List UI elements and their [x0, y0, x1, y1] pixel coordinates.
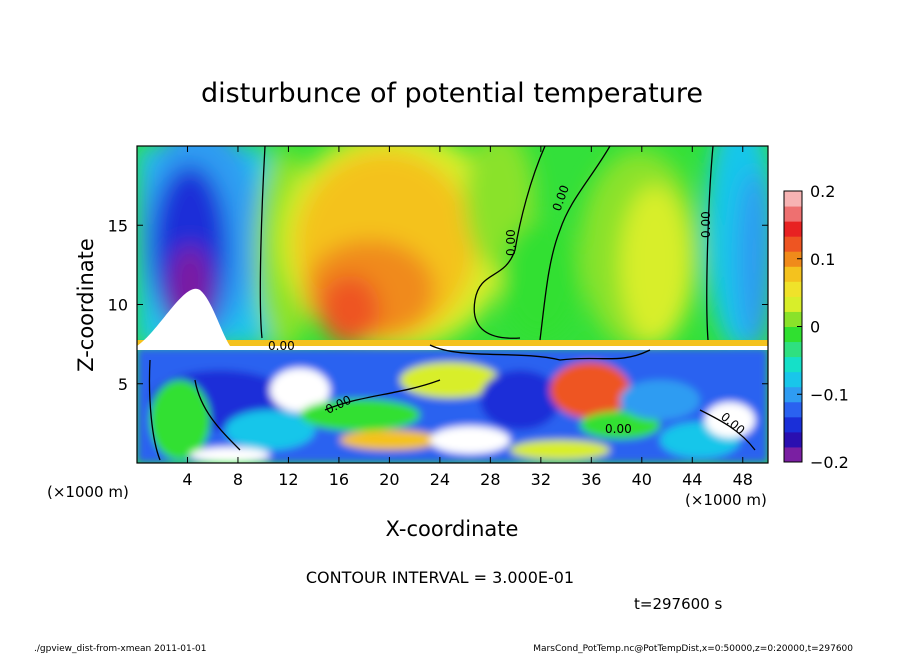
- x-tick-label: 16: [329, 470, 349, 489]
- colorbar-band: [784, 236, 802, 252]
- x-tick-label: 36: [581, 470, 601, 489]
- x-axis: 4 8 12 16 20 24 28 32 36 40 44 48: [182, 146, 753, 489]
- colorbar-tick-label: −0.2: [810, 453, 849, 472]
- colorbar-band: [784, 341, 802, 358]
- x-tick-label: 12: [278, 470, 298, 489]
- colorbar-band: [784, 356, 802, 373]
- x-tick-label: 44: [682, 470, 702, 489]
- footer-right: MarsCond_PotTemp.nc@PotTempDist,x=0:5000…: [533, 644, 853, 654]
- colorbar-band: [784, 191, 802, 207]
- colorbar-tick-label: −0.1: [810, 385, 849, 404]
- time-label: t=297600 s: [634, 595, 722, 613]
- colorbar: [784, 191, 802, 463]
- colorbar-tick-label: 0: [810, 318, 820, 337]
- colorbar-tick-label: 0.2: [810, 182, 835, 201]
- x-tick-label: 4: [182, 470, 192, 489]
- x-tick-label: 48: [733, 470, 753, 489]
- colorbar-band: [784, 296, 802, 312]
- x-tick-label: 28: [480, 470, 500, 489]
- colorbar-band: [784, 221, 802, 237]
- heatmap: [137, 146, 768, 463]
- colorbar-band: [784, 311, 802, 327]
- y-axis-label: Z-coordinate: [74, 238, 98, 372]
- x-tick-label: 20: [379, 470, 399, 489]
- contour-label: 0.00: [268, 339, 295, 353]
- x-tick-label: 40: [632, 470, 652, 489]
- colorbar-band: [784, 371, 802, 388]
- colorbar-band: [784, 401, 802, 418]
- chart-title: disturbunce of potential temperature: [201, 78, 703, 109]
- contour-label: 0.00: [699, 211, 713, 238]
- colorbar-tick-label: 0.1: [810, 250, 835, 269]
- x-unit-right: (×1000 m): [685, 491, 767, 509]
- y-tick-label: 5: [118, 375, 128, 394]
- colorbar-band: [784, 416, 802, 433]
- x-tick-label: 24: [430, 470, 450, 489]
- colorbar-band: [784, 281, 802, 297]
- y-tick-label: 15: [108, 216, 128, 235]
- colorbar-band: [784, 386, 802, 403]
- y-axis: 5 10 15: [108, 216, 768, 394]
- contour-label: 0.00: [504, 229, 518, 256]
- colorbar-band: [784, 431, 802, 448]
- colorbar-band: [784, 266, 802, 282]
- colorbar-band: [784, 446, 802, 463]
- x-axis-label: X-coordinate: [386, 517, 519, 541]
- x-tick-label: 8: [233, 470, 243, 489]
- colorbar-band: [784, 251, 802, 267]
- colorbar-band: [784, 326, 802, 343]
- x-tick-label: 32: [531, 470, 551, 489]
- x-unit-left: (×1000 m): [47, 483, 129, 501]
- contour-label: 0.00: [605, 422, 632, 436]
- footer-left: ./gpview_dist-from-xmean 2011-01-01: [34, 644, 206, 654]
- contour-interval: CONTOUR INTERVAL = 3.000E-01: [306, 568, 574, 587]
- y-tick-label: 10: [108, 296, 128, 315]
- colorbar-band: [784, 206, 802, 222]
- colorbar-ticks: 0.2 0.1 0 −0.1 −0.2: [797, 182, 849, 472]
